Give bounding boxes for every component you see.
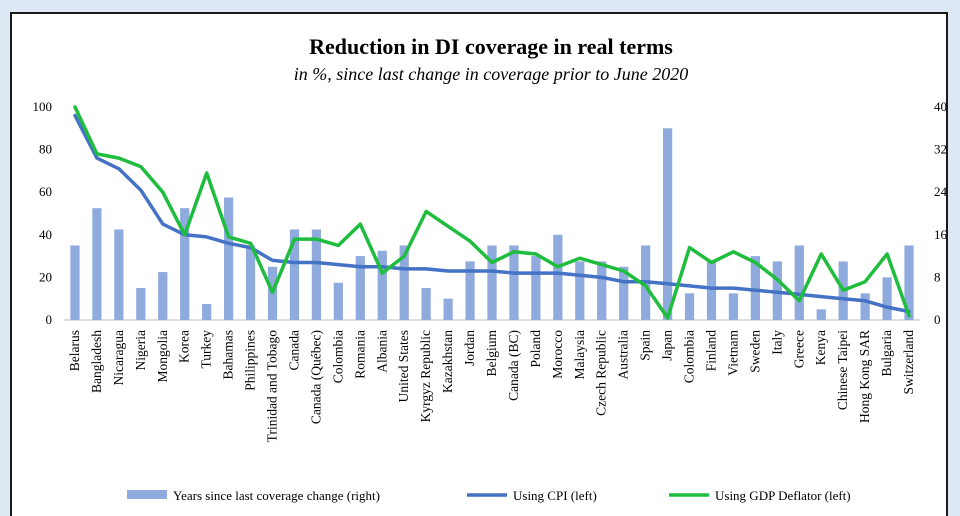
category-label: Belarus [67,330,82,371]
y-left-tick-label: 0 [46,312,53,327]
bar [904,245,914,320]
bar [311,229,322,320]
category-label: Turkey [199,330,214,369]
bar [728,293,739,320]
bar [92,208,102,320]
category-label: Nicaragua [111,330,126,385]
bar [70,245,80,320]
bar [509,245,519,320]
y-right-tick-label: 32 [934,142,946,157]
y-right-tick-label: 24 [934,184,946,199]
category-label: Vietnam [725,330,740,376]
category-label: Bahamas [221,330,236,380]
category-label: Canada (BC) [506,330,521,401]
bar [136,288,146,320]
category-label: Bangladesh [89,330,104,393]
chart-panel: Reduction in DI coverage in real terms i… [10,12,948,516]
category-label: Greece [791,330,806,368]
bar [816,309,826,320]
category-label: Spain [638,330,653,361]
legend-label: Using CPI (left) [513,488,597,503]
bar [180,208,190,320]
y-left-tick-label: 80 [39,142,52,157]
bar [421,288,431,320]
category-label: Japan [660,330,675,361]
bar [465,261,475,320]
bar [355,256,365,320]
bar [202,304,212,320]
bar [706,261,717,320]
category-label: Colombia [682,330,697,383]
bar [662,128,673,320]
bar [575,261,585,320]
bar [882,277,892,320]
bar [114,229,124,320]
category-label: Kazakhstan [440,330,455,393]
category-label: Mongolia [155,330,170,383]
cpi-line [73,113,911,314]
bar [158,272,168,320]
category-label: Morocco [550,330,565,379]
chart-subtitle: in %, since last change in coverage prio… [294,64,688,84]
y-left-tick-label: 20 [39,269,52,284]
category-label: Canada [286,330,301,370]
y-right-tick-label: 8 [934,269,941,284]
category-label: Romania [352,330,367,379]
legend: Years since last coverage change (right)… [127,488,851,503]
bar [245,245,256,320]
category-label: Korea [177,330,192,363]
category-label: Philippines [243,330,258,391]
gdp-deflator-line [73,105,911,320]
legend-label: Using GDP Deflator (left) [715,488,851,503]
plot-area: 0 20 40 60 80 100 0 8 16 24 32 40 Belarus Bangladesh N… [33,99,947,442]
y-right-tick-label: 0 [934,312,941,327]
category-label: Colombia [330,330,345,383]
bar [553,234,563,320]
chart: Reduction in DI coverage in real terms i… [33,34,947,503]
bar [487,245,497,320]
bar [399,245,409,320]
bar [860,293,870,320]
bar [619,266,629,320]
category-label: Poland [528,330,543,368]
category-label: Belgium [484,330,499,377]
bar [531,256,541,320]
bar [750,256,760,320]
bar [289,229,300,320]
bar [333,282,343,320]
category-label: Albania [374,330,389,373]
bar [794,245,804,320]
legend-label: Years since last coverage change (right) [173,488,380,503]
bar [684,293,695,320]
category-label: Hong Kong SAR [857,330,872,423]
category-label: Czech Republic [594,330,609,416]
category-label: Jordan [462,330,477,366]
y-left-tick-label: 40 [39,227,52,242]
category-label: Malaysia [572,330,587,380]
y-left-tick-label: 100 [33,99,53,114]
category-label: Kenya [813,330,828,365]
y-left-tick-label: 60 [39,184,52,199]
y-right-tick-label: 40 [934,99,946,114]
category-label: Bulgaria [879,330,894,377]
bar [224,197,234,320]
category-label: Canada (Québec) [308,330,323,424]
category-label: Switzerland [901,330,916,395]
category-label: Italy [769,330,784,355]
category-label: Kyrgyz Republic [418,330,433,422]
category-label: Sweden [747,330,762,373]
chart-title: Reduction in DI coverage in real terms [309,34,673,59]
bar [597,261,607,320]
category-label: Australia [616,330,631,380]
category-label: Trinidad and Tobago [265,330,280,443]
category-label: United States [396,330,411,402]
legend-swatch-bar [127,490,167,499]
bar [377,250,387,320]
category-label: Nigeria [133,330,148,370]
y-right-tick-label: 16 [934,227,946,242]
bar [443,298,453,320]
category-label: Finland [703,330,718,372]
category-label: Chinese Taipei [835,330,850,410]
